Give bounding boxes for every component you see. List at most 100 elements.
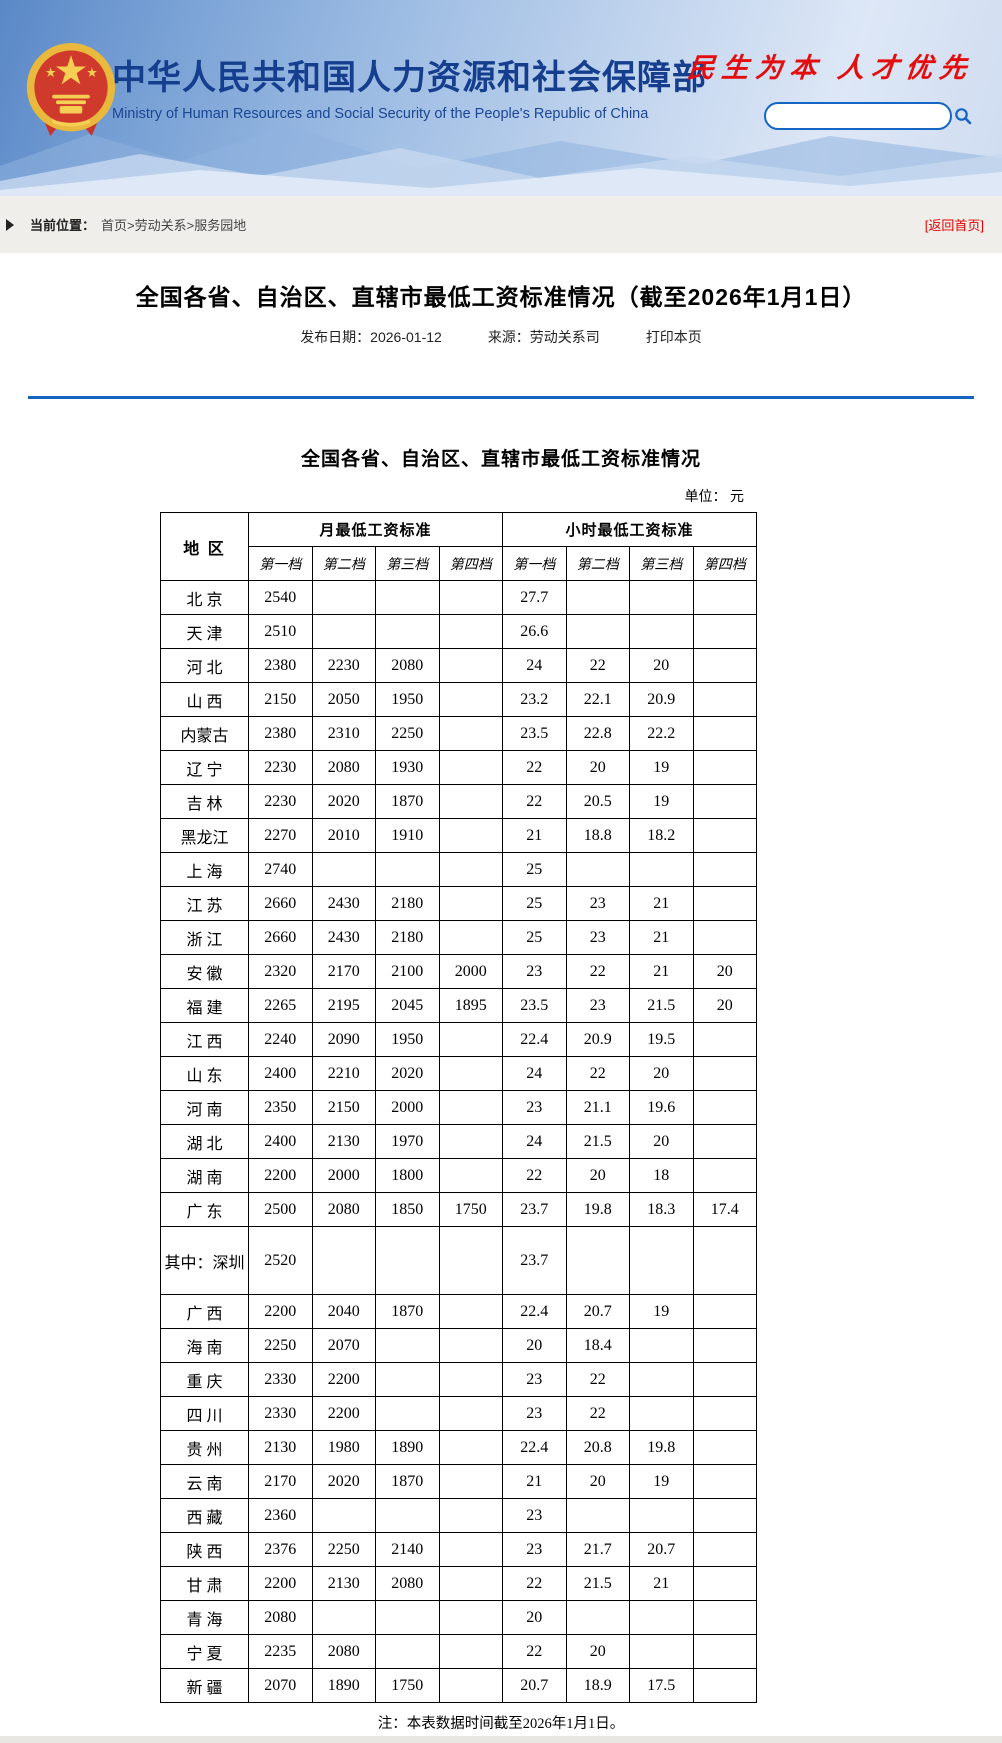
- value-cell: 17.4: [692, 1192, 758, 1227]
- value-cell: [629, 614, 694, 649]
- value-cell: [438, 1498, 504, 1533]
- value-cell: 20: [629, 648, 694, 683]
- value-cell: 2380: [248, 716, 313, 751]
- table-row: 湖 北 2400 2130 1970 24 21.5 20: [160, 1124, 758, 1159]
- value-cell: 19: [629, 750, 694, 785]
- value-cell: 22: [502, 750, 567, 785]
- value-cell: [438, 716, 504, 751]
- value-cell: 2350: [248, 1090, 313, 1125]
- value-cell: 2200: [248, 1158, 313, 1193]
- value-cell: 25: [502, 920, 567, 955]
- value-cell: 2150: [248, 682, 313, 717]
- value-cell: 2660: [248, 920, 313, 955]
- value-cell: 2080: [311, 1192, 376, 1227]
- search-button[interactable]: [954, 106, 972, 126]
- value-cell: 20: [502, 1328, 567, 1363]
- table-row: 辽 宁 2230 2080 1930 22 20 19: [160, 750, 758, 785]
- value-cell: 1895: [438, 988, 504, 1023]
- table-row: 上 海 2740 25: [160, 852, 758, 887]
- table-row: 甘 肃 2200 2130 2080 22 21.5 21: [160, 1566, 758, 1601]
- value-cell: 2200: [248, 1294, 313, 1329]
- value-cell: [438, 1430, 504, 1465]
- value-cell: 19: [629, 1464, 694, 1499]
- value-cell: 1800: [375, 1158, 440, 1193]
- table-row: 山 东 2400 2210 2020 24 22 20: [160, 1056, 758, 1091]
- value-cell: 24: [502, 1124, 567, 1159]
- value-cell: 19.8: [629, 1430, 694, 1465]
- value-cell: [692, 852, 758, 887]
- table-row: 广 东 2500 2080 1850 1750 23.7 19.8 18.3 17.4: [160, 1192, 758, 1227]
- region-cell: 新 疆: [160, 1668, 249, 1703]
- value-cell: [629, 1362, 694, 1397]
- table-row: 河 南 2350 2150 2000 23 21.1 19.6: [160, 1090, 758, 1125]
- value-cell: 22.1: [565, 682, 631, 717]
- value-cell: [438, 1464, 504, 1499]
- value-cell: 2070: [248, 1668, 313, 1703]
- column-header-tier: 第一档: [502, 546, 567, 581]
- region-cell: 宁 夏: [160, 1634, 249, 1669]
- value-cell: 2080: [375, 648, 440, 683]
- table-row: 河 北 2380 2230 2080 24 22 20: [160, 648, 758, 683]
- table-row: 湖 南 2200 2000 1800 22 20 18: [160, 1158, 758, 1193]
- value-cell: 2660: [248, 886, 313, 921]
- value-cell: 22.4: [502, 1022, 567, 1057]
- return-home-link[interactable]: [返回首页]: [924, 218, 984, 233]
- value-cell: 2270: [248, 818, 313, 853]
- breadcrumb-bar: 当前位置： 首页>劳动关系>服务园地 [返回首页]: [0, 196, 1002, 253]
- value-cell: 24: [502, 1056, 567, 1091]
- value-cell: 20: [629, 1124, 694, 1159]
- value-cell: [692, 1022, 758, 1057]
- table-row: 青 海 2080 20: [160, 1600, 758, 1635]
- table-row: 宁 夏 2235 2080 22 20: [160, 1634, 758, 1669]
- value-cell: 2430: [311, 920, 376, 955]
- value-cell: [692, 1600, 758, 1635]
- value-cell: 25: [502, 852, 567, 887]
- value-cell: 17.5: [629, 1668, 694, 1703]
- search-box[interactable]: [764, 102, 972, 130]
- value-cell: 21: [629, 886, 694, 921]
- value-cell: 21.5: [565, 1566, 631, 1601]
- table-row: 山 西 2150 2050 1950 23.2 22.1 20.9: [160, 682, 758, 717]
- value-cell: [692, 1464, 758, 1499]
- value-cell: [311, 852, 376, 887]
- column-header-tier: 第二档: [311, 546, 376, 581]
- value-cell: [692, 682, 758, 717]
- value-cell: 2400: [248, 1056, 313, 1091]
- print-page-link[interactable]: 打印本页: [645, 329, 702, 345]
- region-cell: 辽 宁: [160, 750, 249, 785]
- value-cell: 2200: [248, 1566, 313, 1601]
- region-cell: 内蒙古: [160, 716, 249, 751]
- breadcrumb[interactable]: 首页>劳动关系>服务园地: [101, 218, 247, 233]
- table-row: 江 西 2240 2090 1950 22.4 20.9 19.5: [160, 1022, 758, 1057]
- value-cell: 20.9: [565, 1022, 631, 1057]
- value-cell: [375, 1600, 440, 1635]
- region-cell: 湖 南: [160, 1158, 249, 1193]
- value-cell: 22.8: [565, 716, 631, 751]
- value-cell: [438, 886, 504, 921]
- value-cell: [438, 1124, 504, 1159]
- value-cell: [438, 1328, 504, 1363]
- region-cell: 江 西: [160, 1022, 249, 1057]
- value-cell: 2080: [375, 1566, 440, 1601]
- value-cell: [692, 1124, 758, 1159]
- value-cell: [438, 920, 504, 955]
- region-cell: 福 建: [160, 988, 249, 1023]
- table-row: 陕 西 2376 2250 2140 23 21.7 20.7: [160, 1532, 758, 1567]
- search-input[interactable]: [778, 106, 954, 126]
- value-cell: 22: [565, 1362, 631, 1397]
- value-cell: 18.2: [629, 818, 694, 853]
- region-cell: 贵 州: [160, 1430, 249, 1465]
- value-cell: [565, 1498, 631, 1533]
- value-cell: [692, 920, 758, 955]
- value-cell: 26.6: [502, 614, 567, 649]
- value-cell: 1910: [375, 818, 440, 853]
- value-cell: 2235: [248, 1634, 313, 1669]
- value-cell: 18.3: [629, 1192, 694, 1227]
- value-cell: 2250: [248, 1328, 313, 1363]
- value-cell: 2020: [311, 784, 376, 819]
- value-cell: 21.7: [565, 1532, 631, 1567]
- value-cell: [375, 1226, 440, 1295]
- article-source: 来源：劳动关系司: [487, 329, 600, 345]
- value-cell: [311, 1498, 376, 1533]
- value-cell: [629, 1600, 694, 1635]
